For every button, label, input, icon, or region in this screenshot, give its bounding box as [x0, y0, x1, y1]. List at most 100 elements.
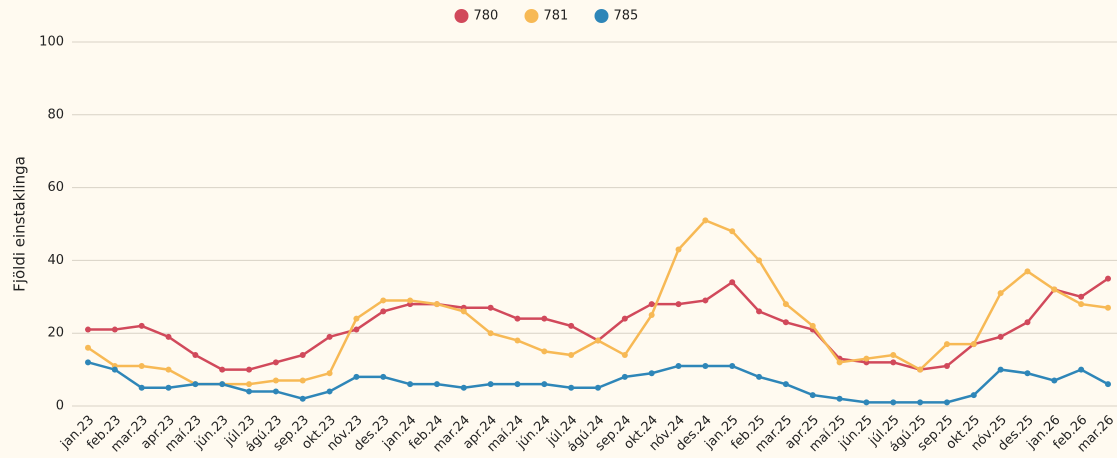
- data-point: [138, 384, 145, 391]
- data-point: [1078, 301, 1085, 308]
- data-point: [675, 301, 682, 308]
- data-point: [138, 322, 145, 329]
- data-point: [85, 359, 91, 366]
- data-point: [917, 366, 924, 373]
- y-tick-label: 0: [56, 399, 64, 414]
- data-point: [595, 384, 601, 391]
- data-point: [407, 381, 414, 388]
- data-point: [1024, 268, 1031, 275]
- data-point: [970, 392, 977, 399]
- data-point: [219, 381, 226, 388]
- data-point: [729, 362, 736, 369]
- data-point: [997, 366, 1004, 373]
- data-point: [595, 337, 601, 344]
- data-point: [380, 297, 387, 304]
- data-point: [487, 304, 494, 311]
- data-point: [675, 362, 682, 369]
- data-point: [487, 381, 494, 388]
- data-point: [541, 348, 548, 355]
- data-point: [863, 399, 870, 406]
- data-point: [782, 319, 789, 326]
- legend-label: 781: [544, 9, 569, 24]
- y-tick-label: 100: [39, 35, 64, 50]
- data-point: [756, 308, 763, 315]
- data-point: [138, 362, 145, 369]
- data-point: [272, 359, 279, 366]
- data-point: [514, 381, 521, 388]
- data-point: [1051, 377, 1058, 384]
- data-point: [997, 333, 1004, 340]
- data-point: [729, 279, 736, 286]
- data-point: [460, 308, 467, 315]
- data-point: [890, 352, 897, 359]
- data-point: [702, 297, 709, 304]
- data-point: [863, 355, 870, 362]
- y-tick-label: 20: [47, 326, 64, 341]
- data-point: [1024, 370, 1031, 377]
- data-point: [702, 217, 709, 224]
- data-point: [165, 333, 172, 340]
- data-point: [890, 359, 897, 366]
- data-point: [568, 322, 575, 329]
- data-point: [433, 381, 440, 388]
- data-point: [460, 384, 467, 391]
- series-line: [88, 277, 1109, 371]
- data-point: [1078, 366, 1085, 373]
- data-point: [246, 366, 253, 373]
- data-point: [246, 381, 253, 388]
- legend-label: 780: [474, 9, 499, 24]
- data-point: [272, 388, 279, 395]
- data-point: [111, 366, 118, 373]
- data-point: [380, 308, 387, 315]
- data-point: [326, 388, 333, 395]
- data-point: [85, 326, 91, 333]
- data-point: [380, 373, 387, 380]
- data-point: [326, 370, 333, 377]
- data-point: [621, 315, 628, 322]
- data-point: [541, 381, 548, 388]
- data-point: [541, 315, 548, 322]
- data-point: [1105, 381, 1111, 388]
- y-axis-label: Fjöldi einstaklinga: [11, 156, 29, 292]
- data-point: [1024, 319, 1031, 326]
- data-point: [514, 315, 521, 322]
- y-tick-label: 60: [47, 180, 64, 195]
- data-point: [756, 257, 763, 264]
- data-point: [1078, 293, 1085, 300]
- data-point: [111, 326, 118, 333]
- legend-swatch: [594, 9, 609, 23]
- data-point: [299, 352, 306, 359]
- data-point: [299, 377, 306, 384]
- legend-label: 785: [614, 9, 639, 24]
- data-point: [809, 322, 816, 329]
- data-point: [729, 228, 736, 235]
- data-point: [1105, 304, 1111, 311]
- y-tick-label: 40: [47, 253, 64, 268]
- data-point: [917, 399, 924, 406]
- data-point: [192, 381, 199, 388]
- data-point: [568, 384, 575, 391]
- data-point: [568, 352, 575, 359]
- data-point: [433, 301, 440, 308]
- legend-swatch: [524, 9, 539, 23]
- data-point: [836, 395, 843, 402]
- data-point: [890, 399, 897, 406]
- data-point: [514, 337, 521, 344]
- data-point: [353, 326, 360, 333]
- data-point: [943, 362, 950, 369]
- data-point: [326, 333, 333, 340]
- data-point: [809, 392, 816, 399]
- data-point: [675, 246, 682, 253]
- data-point: [487, 330, 494, 337]
- data-point: [621, 352, 628, 359]
- data-point: [756, 373, 763, 380]
- data-point: [648, 301, 655, 308]
- data-point: [246, 388, 253, 395]
- data-point: [407, 297, 414, 304]
- data-point: [970, 341, 977, 348]
- data-point: [943, 341, 950, 348]
- series-line: [87, 361, 1109, 404]
- data-point: [299, 395, 306, 402]
- data-point: [943, 399, 950, 406]
- data-point: [165, 366, 172, 373]
